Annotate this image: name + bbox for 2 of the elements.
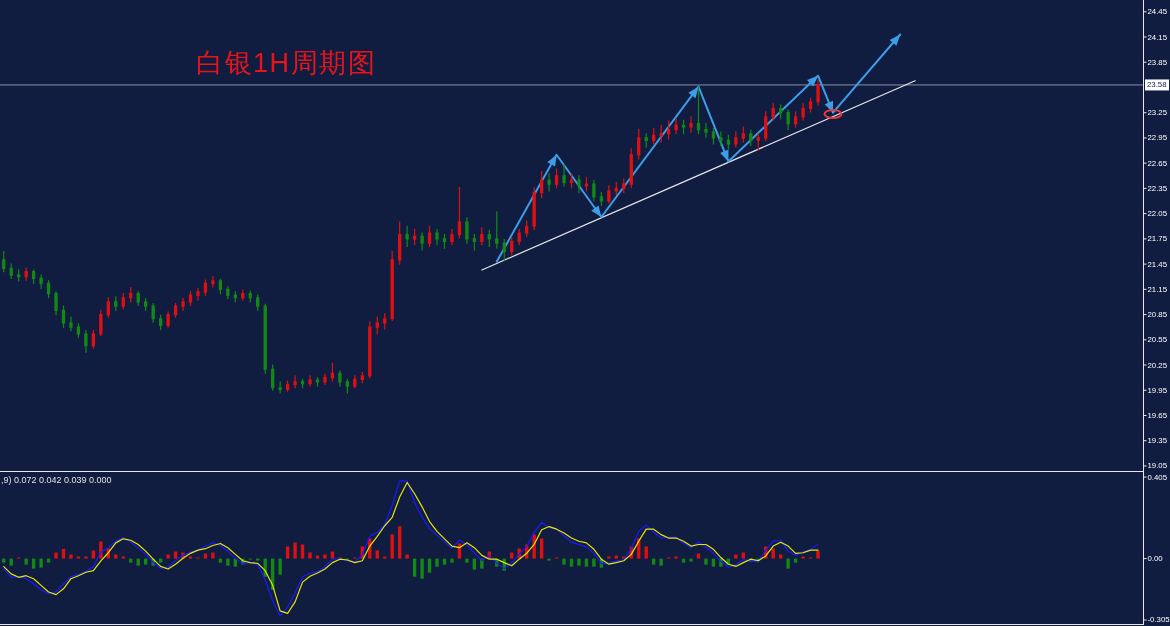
annotation: ,9) 0.072 0.042 0.039 0.000	[1, 475, 112, 485]
text: 白银1H周期图	[196, 48, 377, 78]
